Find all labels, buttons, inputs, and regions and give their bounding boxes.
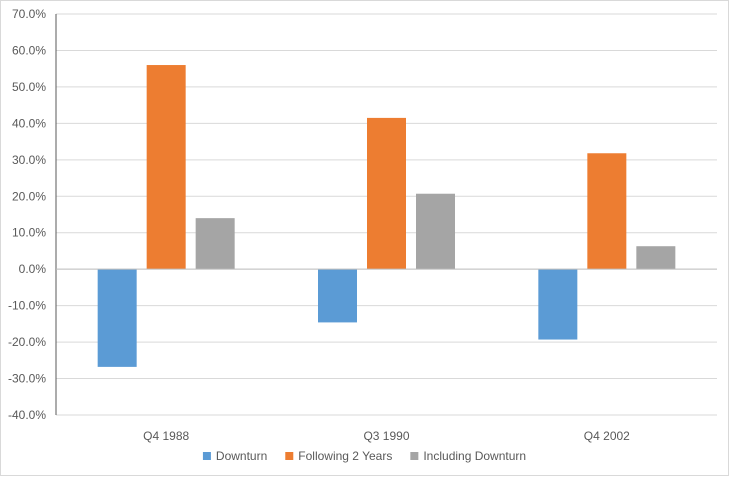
legend-item-downturn: Downturn bbox=[202, 449, 267, 463]
y-tick-label: 10.0% bbox=[12, 226, 46, 240]
y-tick-label: 20.0% bbox=[12, 189, 46, 203]
legend: Downturn Following 2 Years Including Downt… bbox=[202, 449, 526, 463]
y-tick-label: -10.0% bbox=[8, 299, 46, 313]
bar-including-downturn-q3-1990 bbox=[416, 193, 455, 270]
legend-swatch bbox=[202, 452, 211, 460]
legend-item-including-downturn: Including Downturn bbox=[410, 449, 526, 463]
legend-swatch bbox=[410, 452, 419, 460]
y-tick-label: -30.0% bbox=[8, 372, 46, 386]
bar-downturn-q3-1990 bbox=[318, 269, 357, 323]
y-tick-label: -20.0% bbox=[8, 335, 46, 349]
legend-item-following-2-years: Following 2 Years bbox=[285, 449, 392, 463]
legend-swatch bbox=[285, 452, 294, 460]
x-tick-label: Q3 1990 bbox=[363, 429, 409, 443]
legend-label: Following 2 Years bbox=[298, 449, 392, 463]
bar-following-2-years-q3-1990 bbox=[367, 117, 406, 270]
y-tick-labels: -40.0% -30.0% -20.0% -10.0% 0.0% 10.0% 20.0% 30… bbox=[8, 7, 46, 422]
y-tick-label: 40.0% bbox=[12, 116, 46, 130]
y-tick-label: -40.0% bbox=[8, 408, 46, 422]
bar-downturn-q4-2002 bbox=[538, 269, 578, 340]
x-tick-labels: Q4 1988 Q3 1990 Q4 2002 bbox=[143, 429, 630, 443]
bar-including-downturn-q4-1988 bbox=[195, 218, 235, 270]
y-tick-label: 60.0% bbox=[12, 43, 46, 57]
x-tick-label: Q4 2002 bbox=[584, 429, 630, 443]
bar-following-2-years-q4-2002 bbox=[587, 153, 627, 270]
bar-following-2-years-q4-1988 bbox=[146, 65, 186, 270]
y-tick-label: 70.0% bbox=[12, 7, 46, 21]
bars bbox=[97, 65, 676, 367]
legend-label: Downturn bbox=[216, 449, 267, 463]
legend-label: Including Downturn bbox=[423, 449, 526, 463]
axes bbox=[55, 14, 717, 415]
x-tick-label: Q4 1988 bbox=[143, 429, 189, 443]
y-tick-label: 30.0% bbox=[12, 153, 46, 167]
bar-downturn-q4-1988 bbox=[97, 269, 137, 367]
y-tick-label: 0.0% bbox=[19, 262, 47, 276]
y-tick-label: 50.0% bbox=[12, 80, 46, 94]
bar-including-downturn-q4-2002 bbox=[636, 246, 676, 270]
